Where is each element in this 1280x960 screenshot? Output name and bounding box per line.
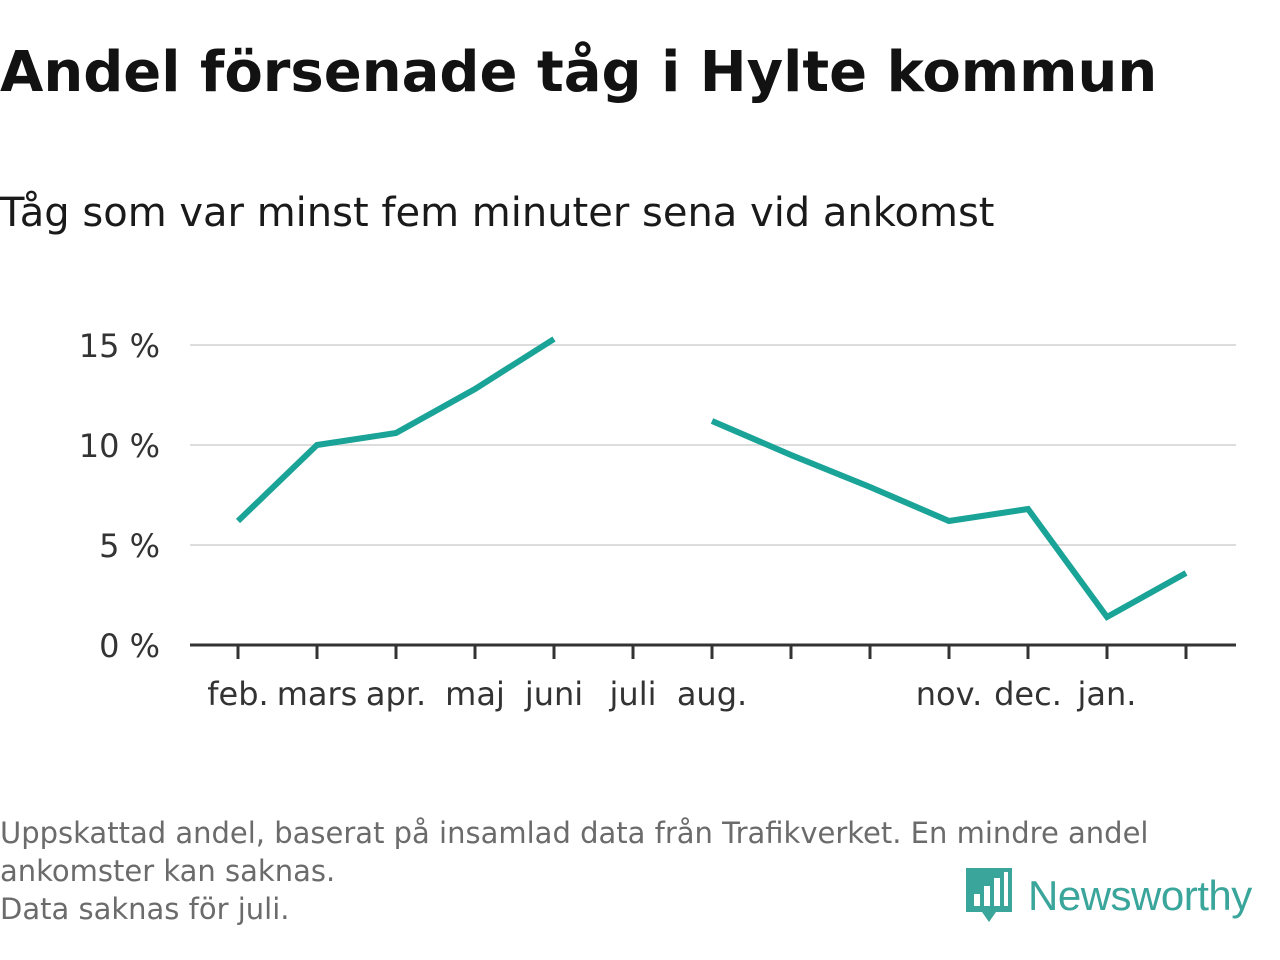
chart-subtitle: Tåg som var minst fem minuter sena vid a…	[0, 190, 995, 236]
brand-logo: Newsworthy	[964, 866, 1252, 926]
footnote-line-1: Uppskattad andel, baserat på insamlad da…	[0, 816, 1149, 850]
footnote-line-2: ankomster kan saknas.	[0, 854, 336, 888]
x-tick-label: feb.	[207, 675, 268, 713]
x-tick-label: maj	[445, 675, 505, 713]
x-tick-label: juni	[524, 675, 583, 713]
x-axis-labels: feb. mars apr. maj juni juli aug. nov. dec. jan.	[207, 675, 1136, 713]
x-tick-label: juli	[609, 675, 657, 713]
x-tick-label: nov.	[916, 675, 982, 713]
grid-lines	[190, 344, 1236, 546]
series-line-segment	[235, 336, 556, 524]
y-tick-label: 15 %	[79, 327, 160, 365]
brand-name: Newsworthy	[1028, 872, 1252, 919]
y-tick-label: 5 %	[99, 527, 160, 565]
line-chart: 0 % 5 % 10 % 15 % feb. mars apr. maj juni juli au…	[79, 327, 1236, 713]
x-tick-label: aug.	[677, 675, 747, 713]
chart-title: Andel försenade tåg i Hylte kommun	[0, 40, 1158, 105]
x-axis	[190, 643, 1236, 659]
series-line-segment	[710, 418, 1188, 621]
newsworthy-logo-icon	[966, 868, 1012, 922]
y-tick-label: 10 %	[79, 427, 160, 465]
series-lines	[235, 336, 1188, 621]
x-tick-label: dec.	[994, 675, 1062, 713]
footnote: Uppskattad andel, baserat på insamlad da…	[0, 814, 1270, 928]
x-tick-label: apr.	[366, 675, 426, 713]
y-tick-label: 0 %	[99, 627, 160, 665]
footnote-line-3: Data saknas för juli.	[0, 892, 290, 926]
x-tick-label: jan.	[1077, 675, 1137, 713]
y-axis-labels: 0 % 5 % 10 % 15 %	[79, 327, 160, 665]
x-tick-label: mars	[277, 675, 358, 713]
